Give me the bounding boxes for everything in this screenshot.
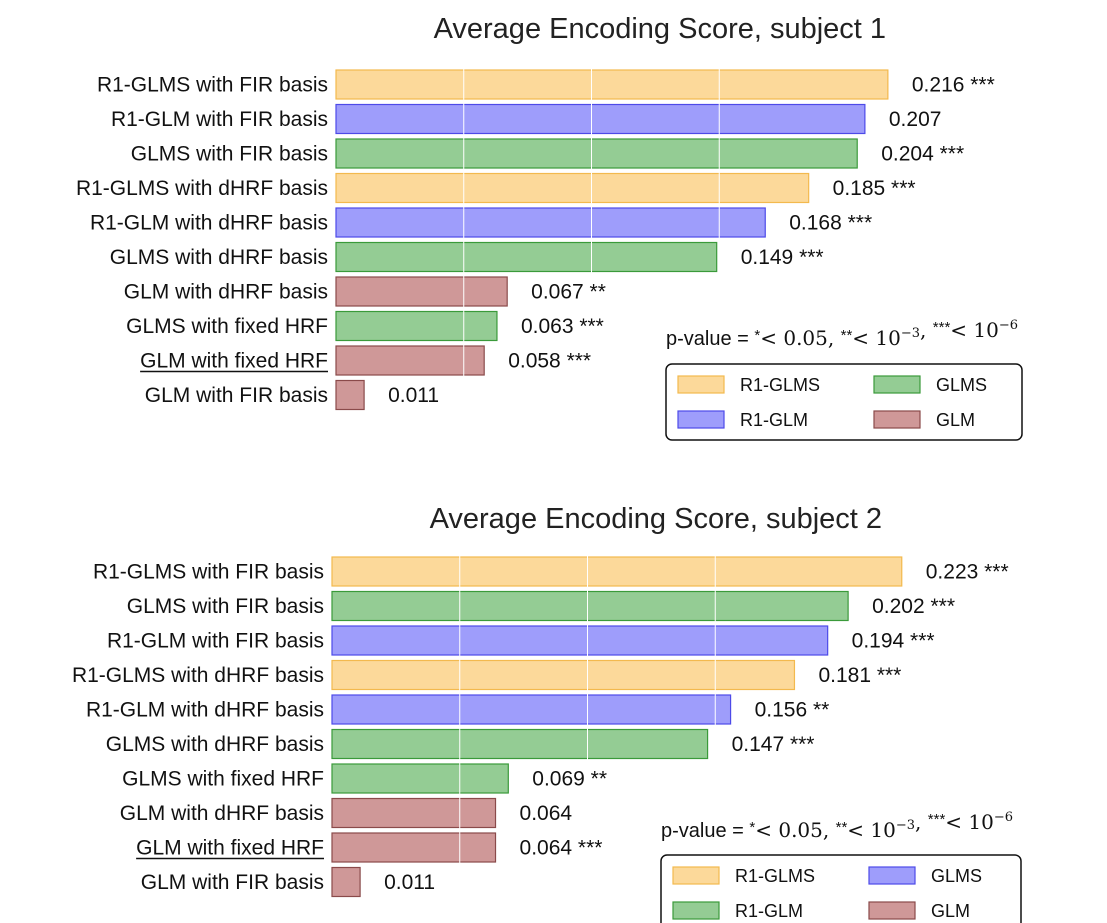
subject-2-chart: Average Encoding Score, subject 2 R1-GLMS… xyxy=(72,503,1022,923)
category-label: R1-GLMS with dHRF basis xyxy=(76,177,328,200)
legend-box xyxy=(660,854,1022,923)
legend-label: R1-GLM xyxy=(735,901,803,921)
value-label: 0.168 *** xyxy=(789,212,872,235)
value-label: 0.147 *** xyxy=(732,733,815,756)
bar xyxy=(331,728,709,760)
bar xyxy=(335,241,718,273)
legend-label: GLM xyxy=(931,901,970,921)
legend-swatch xyxy=(672,901,720,920)
chart-title: Average Encoding Score, subject 2 xyxy=(430,503,882,535)
legend-label: GLMS xyxy=(931,866,982,886)
legend-swatch xyxy=(677,375,725,394)
legend-label: R1-GLMS xyxy=(735,866,815,886)
value-label: 0.156 ** xyxy=(755,699,830,722)
category-label: R1-GLM with dHRF basis xyxy=(90,212,328,235)
category-label: R1-GLM with FIR basis xyxy=(107,630,324,653)
pvalue-note: p-value = *< 0.05, **< 10−3, ***< 10−6 xyxy=(661,810,1013,842)
value-label: 0.149 *** xyxy=(741,246,824,269)
bar xyxy=(331,590,849,622)
bar xyxy=(335,172,810,204)
category-label: GLM with FIR basis xyxy=(141,871,324,894)
category-label: GLMS with FIR basis xyxy=(131,143,328,166)
category-label: R1-GLM with dHRF basis xyxy=(86,699,324,722)
pvalue-note: p-value = *< 0.05, **< 10−3, ***< 10−6 xyxy=(666,318,1018,350)
category-label: R1-GLMS with dHRF basis xyxy=(72,664,324,687)
subject-1-chart: Average Encoding Score, subject 1 R1-GLMS… xyxy=(76,13,1023,441)
legend-swatch xyxy=(873,410,921,429)
category-label: GLM with fixed HRF xyxy=(136,837,324,860)
bar xyxy=(335,379,365,411)
bar xyxy=(331,866,361,898)
legend-label: R1-GLM xyxy=(740,410,808,430)
bar xyxy=(331,659,796,691)
legend-swatch xyxy=(873,375,921,394)
category-label: GLMS with FIR basis xyxy=(127,595,324,618)
value-label: 0.181 *** xyxy=(818,664,901,687)
bar xyxy=(335,207,766,238)
value-label: 0.067 ** xyxy=(531,281,606,304)
value-label: 0.207 xyxy=(889,108,942,131)
bar xyxy=(335,276,508,307)
category-label: GLMS with fixed HRF xyxy=(126,315,328,338)
bar xyxy=(335,69,889,100)
bar xyxy=(335,103,866,135)
legend-box xyxy=(665,363,1023,441)
bar xyxy=(331,832,497,863)
value-label: 0.216 *** xyxy=(912,74,995,97)
value-label: 0.011 xyxy=(388,384,439,407)
value-label: 0.064 *** xyxy=(520,837,603,860)
legend-swatch xyxy=(868,901,916,920)
bar xyxy=(331,625,829,656)
category-label: R1-GLMS with FIR basis xyxy=(93,561,324,584)
value-label: 0.058 *** xyxy=(508,350,591,373)
bar xyxy=(335,138,858,169)
legend-label: GLMS xyxy=(936,375,987,395)
category-label: R1-GLMS with FIR basis xyxy=(97,74,328,97)
bar xyxy=(335,310,498,342)
category-label: GLMS with dHRF basis xyxy=(106,733,324,756)
legend-label: R1-GLMS xyxy=(740,375,820,395)
value-label: 0.223 *** xyxy=(926,561,1009,584)
category-label: R1-GLM with FIR basis xyxy=(111,108,328,131)
value-label: 0.185 *** xyxy=(833,177,916,200)
value-label: 0.011 xyxy=(384,871,435,894)
value-label: 0.064 xyxy=(520,802,573,825)
value-label: 0.202 *** xyxy=(872,595,955,618)
category-label: GLM with dHRF basis xyxy=(124,281,328,304)
value-label: 0.063 *** xyxy=(521,315,604,338)
bar xyxy=(331,797,497,829)
category-label: GLM with dHRF basis xyxy=(120,802,324,825)
legend-swatch xyxy=(677,410,725,429)
legend-label: GLM xyxy=(936,410,975,430)
value-label: 0.069 ** xyxy=(532,768,607,791)
category-label: GLMS with fixed HRF xyxy=(122,768,324,791)
bar xyxy=(331,763,509,794)
legend-swatch xyxy=(672,866,720,885)
legend-swatch xyxy=(868,866,916,885)
value-label: 0.204 *** xyxy=(881,143,964,166)
bar xyxy=(331,556,903,587)
chart-title: Average Encoding Score, subject 1 xyxy=(434,13,886,45)
category-label: GLM with fixed HRF xyxy=(140,350,328,373)
bar xyxy=(331,694,732,725)
value-label: 0.194 *** xyxy=(852,630,935,653)
category-label: GLM with FIR basis xyxy=(145,384,328,407)
category-label: GLMS with dHRF basis xyxy=(110,246,328,269)
bar xyxy=(335,345,485,376)
